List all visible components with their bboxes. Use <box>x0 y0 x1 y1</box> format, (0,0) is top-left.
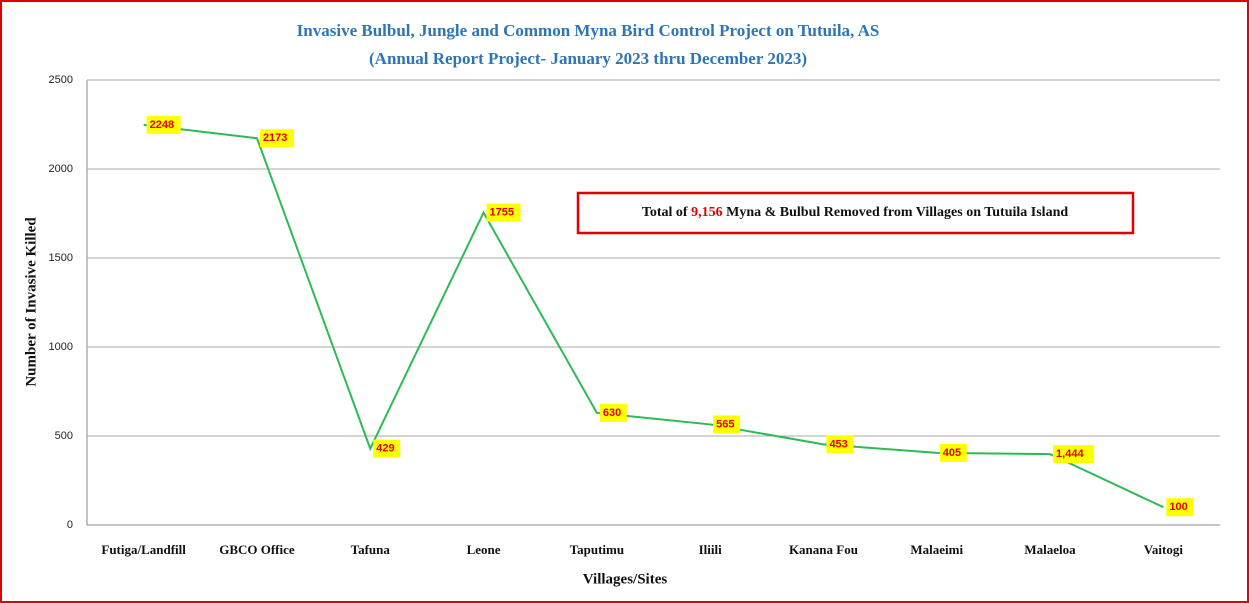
data-label-text: 565 <box>716 418 734 430</box>
annotation: Total of 9,156 Myna & Bulbul Removed fro… <box>642 205 1069 220</box>
data-label-bg <box>1053 445 1095 464</box>
y-tick-label: 1000 <box>49 341 73 353</box>
data-label: 2248 <box>146 115 181 134</box>
data-label-bg <box>486 203 521 222</box>
data-label-bg <box>373 439 401 458</box>
data-label: 630 <box>599 403 627 422</box>
data-label-bg <box>146 115 181 134</box>
data-label-bg <box>713 415 741 434</box>
data-label-text: 1,444 <box>1056 448 1084 460</box>
annotation-part: Total of <box>642 205 691 220</box>
y-tick-label: 2500 <box>49 74 73 86</box>
y-tick-label: 2000 <box>49 163 73 175</box>
data-label-bg <box>826 435 854 454</box>
data-label: 453 <box>826 435 854 454</box>
x-tick-label: Tafuna <box>351 542 391 557</box>
data-label-bg <box>599 403 627 422</box>
x-tick-label: Vaitogi <box>1144 542 1184 557</box>
data-label-text: 429 <box>376 443 394 455</box>
chart-subtitle: (Annual Report Project- January 2023 thr… <box>369 49 807 68</box>
data-label: 2173 <box>259 129 294 148</box>
data-label-text: 2173 <box>263 132 287 144</box>
y-tick-label: 0 <box>67 519 73 531</box>
x-axis-label: Villages/Sites <box>583 571 668 587</box>
annotation-total: 9,156 <box>691 205 723 220</box>
data-label-text: 453 <box>829 438 847 450</box>
x-tick-label: GBCO Office <box>219 542 295 557</box>
x-tick-label: Malaeimi <box>910 542 963 557</box>
data-label-bg <box>1166 498 1194 517</box>
data-label-bg <box>939 443 967 462</box>
y-tick-label: 500 <box>55 430 73 442</box>
x-tick-label: Kanana Fou <box>789 542 858 557</box>
data-label-text: 1755 <box>490 207 514 219</box>
x-tick-label: Leone <box>467 542 501 557</box>
data-label-text: 630 <box>603 407 621 419</box>
x-tick-label: Iliili <box>699 542 723 557</box>
annotation-box <box>576 191 1135 235</box>
x-tick-label: Taputimu <box>570 542 624 557</box>
data-label: 429 <box>373 439 401 458</box>
data-label: 405 <box>939 443 967 462</box>
data-label-text: 2248 <box>150 119 174 131</box>
annotation-part: Myna & Bulbul Removed from Villages on T… <box>723 205 1069 220</box>
data-label-bg <box>259 129 294 148</box>
data-label: 1755 <box>486 203 521 222</box>
x-tick-label: Futiga/Landfill <box>101 542 186 557</box>
data-label: 1,444 <box>1053 445 1095 464</box>
data-label: 565 <box>713 415 741 434</box>
data-label: 100 <box>1166 498 1194 517</box>
data-label-text: 405 <box>943 447 961 459</box>
chart-title: Invasive Bulbul, Jungle and Common Myna … <box>297 21 880 40</box>
y-tick-label: 1500 <box>49 252 73 264</box>
data-label-text: 100 <box>1169 501 1187 513</box>
x-tick-label: Malaeloa <box>1024 542 1076 557</box>
y-axis-label: Number of Invasive Killed <box>23 217 39 387</box>
series-line <box>143 123 1164 509</box>
